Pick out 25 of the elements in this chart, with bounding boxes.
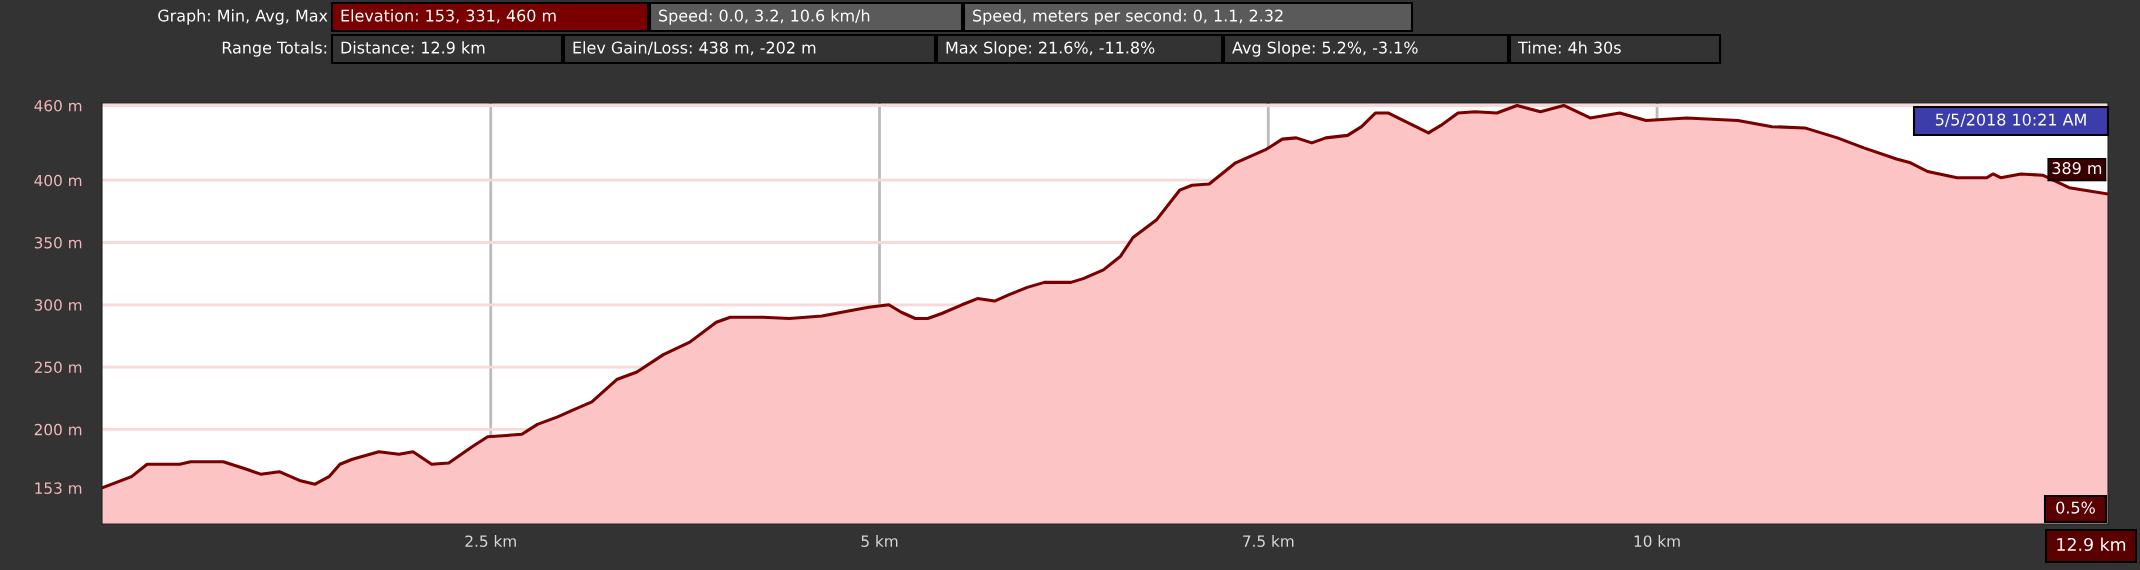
annotation: 5/5/2018 10:21 AM	[1935, 113, 2086, 127]
annotation: 0.5%	[2056, 501, 2095, 514]
text: Graph: Min, Avg, Max	[158, 9, 328, 25]
x-tick-label: 5 km	[861, 535, 898, 547]
text: Avg Slope: 5.2%, -3.1%	[1232, 41, 1418, 57]
text: Elevation: 153, 331, 460 m	[341, 9, 556, 24]
x-tick-label: 2.5 km	[465, 535, 516, 547]
y-tick-label: 350 m	[34, 236, 82, 249]
text: Max Slope: 21.6%, -11.8%	[946, 41, 1155, 57]
annotation: 389 m	[2052, 162, 2102, 175]
text: Elev Gain/Loss: 438 m, -202 m	[573, 41, 816, 56]
text: Range Totals:	[222, 41, 327, 57]
x-tick-label: 7.5 km	[1243, 535, 1294, 547]
text: Time: 4h 30s	[1517, 41, 1621, 54]
y-tick-label: 460 m	[34, 99, 82, 112]
y-tick-label: 400 m	[34, 174, 82, 187]
x-tick-label: 10 km	[1634, 535, 1680, 547]
text: Distance: 12.9 km	[341, 41, 485, 54]
text: 12.9 km	[2057, 537, 2126, 552]
y-tick-label: 300 m	[34, 299, 82, 311]
y-tick-label: 153 m	[35, 482, 82, 494]
text: Speed, meters per second: 0, 1.1, 2.32	[973, 9, 1283, 25]
y-tick-label: 200 m	[34, 423, 82, 436]
text: Speed: 0.0, 3.2, 10.6 km/h	[659, 9, 870, 25]
y-tick-label: 250 m	[34, 361, 82, 374]
